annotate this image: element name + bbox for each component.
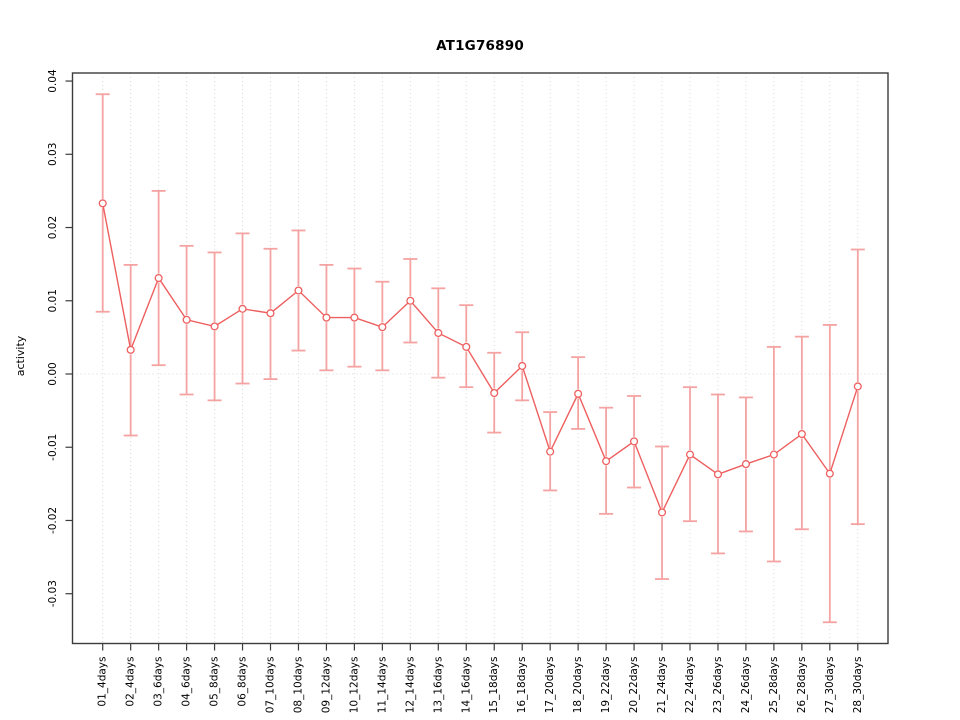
- data-point: [294, 286, 303, 295]
- x-tick-label: 25_28days: [768, 657, 780, 714]
- x-tick-label: 17_20days: [544, 657, 556, 714]
- x-tick-label: 07_10days: [265, 657, 277, 714]
- x-tick-label: 06_8days: [237, 657, 249, 707]
- x-tick-label: 01_4days: [97, 657, 109, 707]
- y-tick-label: 0.04: [47, 69, 59, 93]
- x-tick-label: 24_26days: [740, 657, 752, 714]
- data-point: [630, 437, 639, 446]
- data-point: [182, 315, 191, 324]
- data-point: [546, 447, 555, 456]
- x-tick-label: 18_20days: [572, 657, 584, 714]
- series-line: [102, 203, 859, 515]
- x-tick-label: 05_8days: [209, 657, 221, 707]
- x-tick-label: 03_6days: [153, 657, 165, 707]
- x-tick-label: 15_18days: [488, 657, 500, 714]
- x-tick-label: 11_14days: [376, 657, 388, 714]
- data-point: [126, 345, 135, 354]
- data-point: [825, 469, 834, 478]
- data-point: [462, 342, 471, 351]
- data-point: [657, 508, 667, 517]
- x-tick-label: 13_16days: [432, 657, 444, 714]
- data-point: [490, 388, 499, 398]
- data-point: [518, 361, 527, 370]
- plot-frame: [71, 72, 889, 645]
- y-tick-label: -0.03: [47, 580, 59, 607]
- data-point: [853, 382, 862, 391]
- x-tick-label: 26_28days: [796, 657, 808, 714]
- data-point: [797, 429, 806, 439]
- data-point: [713, 470, 723, 479]
- x-tick-label: 21_24days: [656, 657, 668, 714]
- data-point: [406, 296, 415, 305]
- data-point: [322, 313, 331, 322]
- y-tick-label: 0.02: [47, 216, 59, 239]
- y-tick-label: -0.01: [47, 434, 59, 461]
- data-point: [350, 313, 359, 322]
- x-tick-label: 02_4days: [125, 657, 137, 707]
- x-tick-label: 27_30days: [824, 657, 836, 714]
- data-point: [210, 322, 219, 331]
- x-tick-label: 22_24days: [684, 657, 696, 714]
- data-point: [154, 274, 163, 283]
- y-tick-label: 0.01: [47, 289, 59, 312]
- x-tick-label: 23_26days: [712, 657, 724, 714]
- x-tick-label: 19_22days: [600, 657, 612, 714]
- data-point: [602, 457, 611, 466]
- data-point: [266, 309, 275, 318]
- y-tick-label: 0.03: [47, 143, 59, 166]
- data-point: [238, 304, 247, 313]
- x-tick-label: 08_10days: [292, 657, 304, 714]
- chart-title: AT1G76890: [436, 38, 524, 54]
- data-point: [378, 323, 387, 332]
- y-tick-label: 0.00: [47, 362, 59, 385]
- x-tick-label: 16_18days: [516, 657, 528, 714]
- data-point: [741, 460, 750, 469]
- x-tick-label: 14_16days: [460, 657, 472, 714]
- data-point: [98, 199, 107, 208]
- data-point: [769, 450, 778, 459]
- x-tick-label: 09_12days: [320, 657, 332, 714]
- x-tick-label: 04_6days: [181, 657, 193, 707]
- x-tick-label: 10_12days: [348, 657, 360, 714]
- y-axis-title: activity: [14, 335, 27, 377]
- data-point: [685, 450, 695, 459]
- data-point: [574, 389, 583, 398]
- x-tick-label: 20_22days: [628, 657, 640, 714]
- y-tick-label: -0.02: [47, 507, 59, 534]
- x-tick-label: 12_14days: [404, 657, 416, 714]
- x-tick-label: 28_30days: [852, 657, 864, 714]
- data-point: [434, 328, 443, 338]
